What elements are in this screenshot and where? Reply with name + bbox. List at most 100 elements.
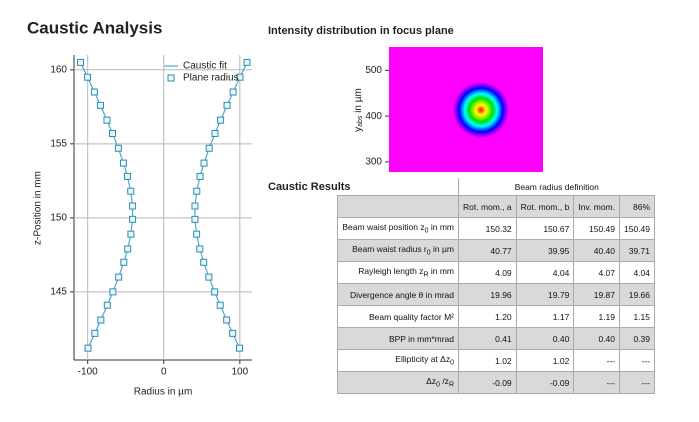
result-row: Beam waist position z0 in mm 150.32 150.67…	[337, 217, 655, 240]
plane-marker	[223, 316, 231, 324]
y-axis-label: yabs in µm	[353, 88, 364, 132]
result-value: 19.96	[458, 283, 517, 306]
result-value: 40.40	[573, 239, 620, 262]
plane-marker	[77, 58, 85, 66]
blank-cell	[337, 195, 459, 218]
label-part: Beam quality factor M²	[368, 311, 454, 322]
plane-marker	[196, 172, 204, 180]
y-tick-label: 300	[365, 157, 382, 168]
plane-marker	[120, 159, 128, 167]
result-value: 19.79	[515, 283, 575, 306]
result-value: 19.66	[619, 283, 655, 306]
plane-marker	[191, 202, 199, 210]
plane-marker	[193, 187, 201, 195]
blank-cell	[338, 178, 459, 196]
result-value: ---	[573, 349, 620, 372]
label-part: Beam waist radius r	[352, 244, 427, 255]
row-label: Beam quality factor M²	[337, 305, 459, 328]
row-label: Δz0 /zR	[337, 371, 459, 394]
row-label: Ellipticity at Δz0	[337, 349, 459, 372]
plane-marker	[205, 273, 213, 281]
result-value: ---	[619, 371, 655, 394]
result-row: Δz0 /zR -0.09 -0.09 --- ---	[337, 371, 655, 394]
label-part: y	[353, 127, 364, 132]
column-header: 86%	[619, 195, 655, 218]
label-part: in µm	[353, 88, 364, 115]
result-row: BPP in mm*mrad 0.41 0.40 0.40 0.39	[337, 327, 655, 350]
plane-marker	[127, 187, 135, 195]
y-tick-label: 145	[50, 287, 67, 298]
x-axis-label: Radius in µm	[134, 387, 193, 398]
label-subscript: 0	[424, 227, 429, 235]
plane-marker	[114, 144, 122, 152]
result-value: -0.09	[515, 371, 575, 394]
label-subscript: 0	[436, 381, 440, 389]
plane-marker	[229, 329, 237, 337]
label-part: Beam waist position z	[342, 222, 425, 233]
plane-marker	[84, 344, 92, 352]
label-subscript: abs	[357, 115, 364, 127]
plane-marker	[193, 230, 201, 238]
plane-marker	[205, 144, 213, 152]
row-label: Rayleigh length zR in mm	[337, 261, 459, 284]
row-label: BPP in mm*mrad	[337, 327, 459, 350]
page-title: Caustic Analysis	[27, 18, 162, 37]
result-value: 0.41	[458, 327, 517, 350]
column-header: Inv. mom.	[573, 195, 620, 218]
label-part: Ellipticity at Δz	[395, 354, 451, 365]
result-value: ---	[573, 371, 620, 394]
group-header: Beam radius definition	[458, 178, 655, 196]
results-table: Beam radius definition Rot. mom., a Rot. m…	[337, 178, 655, 394]
plane-marker	[123, 172, 131, 180]
column-header: Rot. mom., b	[515, 195, 575, 218]
result-value: 40.77	[458, 239, 517, 262]
plane-marker	[229, 88, 237, 96]
legend-swatch	[167, 74, 175, 82]
result-value: -0.09	[458, 371, 517, 394]
plane-marker	[124, 245, 132, 253]
result-value: 39.71	[619, 239, 655, 262]
plane-marker	[216, 301, 224, 309]
plane-marker	[236, 73, 244, 81]
row-label: Beam waist position z0 in mm	[337, 217, 459, 240]
result-value: 4.04	[619, 261, 655, 284]
y-tick-label: 150	[50, 213, 67, 224]
label-subscript: R	[448, 381, 454, 389]
plane-marker	[196, 245, 204, 253]
result-row: Beam waist radius r0 in µm 40.77 39.95 40.4…	[337, 239, 655, 262]
label-subscript: R	[423, 271, 429, 279]
heatmap-title: Intensity distribution in focus plane	[268, 25, 454, 37]
plane-marker	[96, 101, 104, 109]
plane-marker	[90, 88, 98, 96]
beam-spot	[453, 82, 509, 138]
header-row: Rot. mom., a Rot. mom., b Inv. mom. 86%	[337, 195, 655, 218]
plane-marker	[108, 129, 116, 137]
result-value: 4.09	[458, 261, 517, 284]
result-value: 150.67	[515, 217, 575, 240]
legend-label: Plane radius	[183, 73, 239, 84]
plane-marker	[109, 288, 117, 296]
x-tick-label: 100	[231, 367, 248, 378]
plane-marker	[103, 301, 111, 309]
plane-marker	[211, 288, 219, 296]
y-tick-label: 400	[365, 111, 382, 122]
plane-marker	[236, 344, 244, 352]
result-value: 1.02	[515, 349, 575, 372]
result-value: ---	[619, 349, 655, 372]
y-axis-label: z-Position in mm	[33, 171, 44, 245]
plane-marker	[200, 159, 208, 167]
plane-marker	[91, 329, 99, 337]
result-value: 150.32	[458, 217, 517, 240]
plane-marker	[129, 202, 137, 210]
legend-label: Caustic fit	[183, 61, 227, 72]
result-value: 150.49	[619, 217, 655, 240]
plane-marker	[217, 116, 225, 124]
row-label: Beam waist radius r0 in µm	[337, 239, 459, 262]
result-row: Rayleigh length zR in mm 4.09 4.04 4.07 4.04	[337, 261, 655, 284]
label-part: in mm	[428, 222, 454, 233]
plane-marker	[115, 273, 123, 281]
y-tick-label: 500	[365, 65, 382, 76]
y-tick-label: 160	[50, 64, 67, 75]
result-row: Beam quality factor M² 1.20 1.17 1.19 1.15	[337, 305, 655, 328]
result-value: 0.40	[573, 327, 620, 350]
